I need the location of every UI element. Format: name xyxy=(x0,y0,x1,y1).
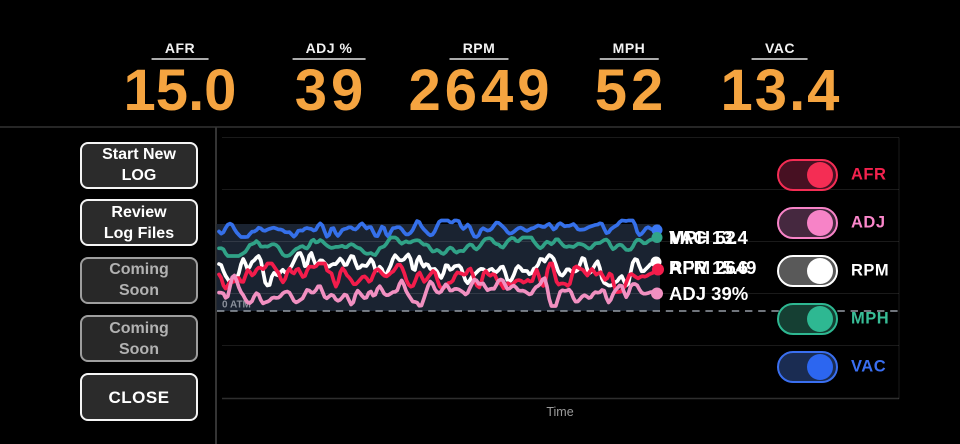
svg-text:Time: Time xyxy=(546,405,573,419)
svg-text:0 ATM: 0 ATM xyxy=(222,300,251,311)
